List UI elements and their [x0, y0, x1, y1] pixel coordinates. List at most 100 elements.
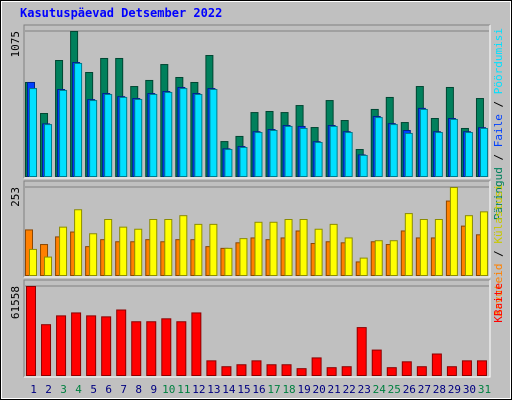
x-tick-label: 29 [448, 383, 461, 396]
bar [59, 89, 68, 177]
bar [419, 219, 428, 276]
bar [284, 125, 293, 177]
bar [146, 321, 157, 376]
panel-edge [24, 181, 491, 278]
bar [209, 89, 218, 177]
legend-entry: Pöördumisi [492, 28, 505, 94]
bar [74, 209, 83, 276]
bar [164, 219, 173, 276]
bar [89, 100, 98, 177]
x-tick-label: 5 [90, 383, 97, 396]
bar [404, 213, 413, 277]
bar [329, 125, 338, 177]
bar [194, 223, 203, 277]
bar [206, 360, 217, 377]
x-tick-label: 2 [45, 383, 52, 396]
bar [254, 221, 263, 276]
legend-entry: Faile [492, 114, 505, 147]
panel-edge [24, 25, 491, 179]
bar [89, 233, 98, 276]
x-tick-label: 12 [192, 383, 205, 396]
bar [281, 364, 292, 377]
bar [359, 257, 368, 277]
x-tick-label: 30 [463, 383, 476, 396]
bar [41, 324, 52, 377]
x-tick-label: 20 [313, 383, 326, 396]
bar [479, 211, 488, 276]
bar [401, 361, 412, 376]
x-tick-label: 18 [282, 383, 295, 396]
legend-separator: / [492, 147, 505, 167]
x-tick-label: 3 [60, 383, 67, 396]
bar [74, 62, 83, 177]
bar [314, 228, 323, 277]
panel-edge [23, 24, 490, 178]
bar [449, 187, 458, 276]
x-tick-label: 4 [75, 383, 82, 396]
bar [311, 357, 322, 376]
bar [239, 147, 248, 177]
bar [29, 248, 37, 276]
legend-entry: Päringud [492, 167, 505, 220]
bar [419, 108, 428, 177]
bar [284, 219, 293, 276]
bar [131, 321, 142, 376]
bar [209, 223, 218, 277]
bar [224, 149, 233, 177]
x-tick-label: 11 [177, 383, 190, 396]
bar [26, 286, 36, 376]
bar [344, 132, 353, 177]
bar [479, 127, 488, 178]
bar [299, 127, 308, 178]
bar [359, 154, 368, 178]
bar [371, 349, 382, 377]
bar [71, 312, 82, 377]
bar [389, 240, 398, 276]
legend-separator: / [492, 244, 505, 264]
legend-entry: Külastusi [492, 184, 505, 244]
bar [179, 88, 188, 177]
x-tick-label: 21 [328, 383, 341, 396]
x-tick-label: 1 [30, 383, 37, 396]
y-tick-label: 1075 [9, 31, 22, 58]
bar [374, 117, 383, 178]
bar [416, 366, 427, 377]
bar [44, 124, 53, 178]
bar [149, 219, 158, 276]
bar [179, 215, 188, 277]
bar [464, 132, 473, 177]
bar [101, 316, 112, 377]
x-tick-label: 22 [343, 383, 356, 396]
bar [134, 98, 143, 177]
bar [269, 130, 278, 178]
bar [431, 353, 442, 377]
legend-entry: Arvuteid [492, 263, 505, 316]
bar [266, 364, 277, 377]
bar [461, 360, 472, 377]
bar [329, 223, 338, 277]
x-tick-label: 10 [162, 383, 175, 396]
bar [164, 91, 173, 177]
bar [341, 366, 352, 377]
bar [116, 309, 127, 377]
bar [389, 124, 398, 178]
legend: Arvuteid / Külastusi [492, 184, 505, 316]
bar [464, 215, 473, 277]
y-tick-label: 61558 [9, 286, 22, 319]
panel-edge [23, 279, 490, 377]
bar [149, 93, 158, 177]
bar [56, 315, 67, 376]
bar [104, 219, 113, 276]
x-tick-label: 7 [120, 383, 127, 396]
x-tick-label: 26 [403, 383, 416, 396]
x-tick-label: 25 [388, 383, 401, 396]
x-tick-label: 23 [358, 383, 371, 396]
x-tick-label: 13 [207, 383, 220, 396]
bar [434, 132, 443, 177]
bar [221, 366, 232, 377]
x-tick-label: 31 [478, 383, 491, 396]
bar [296, 368, 307, 376]
bar [176, 321, 187, 376]
bar [239, 238, 248, 276]
